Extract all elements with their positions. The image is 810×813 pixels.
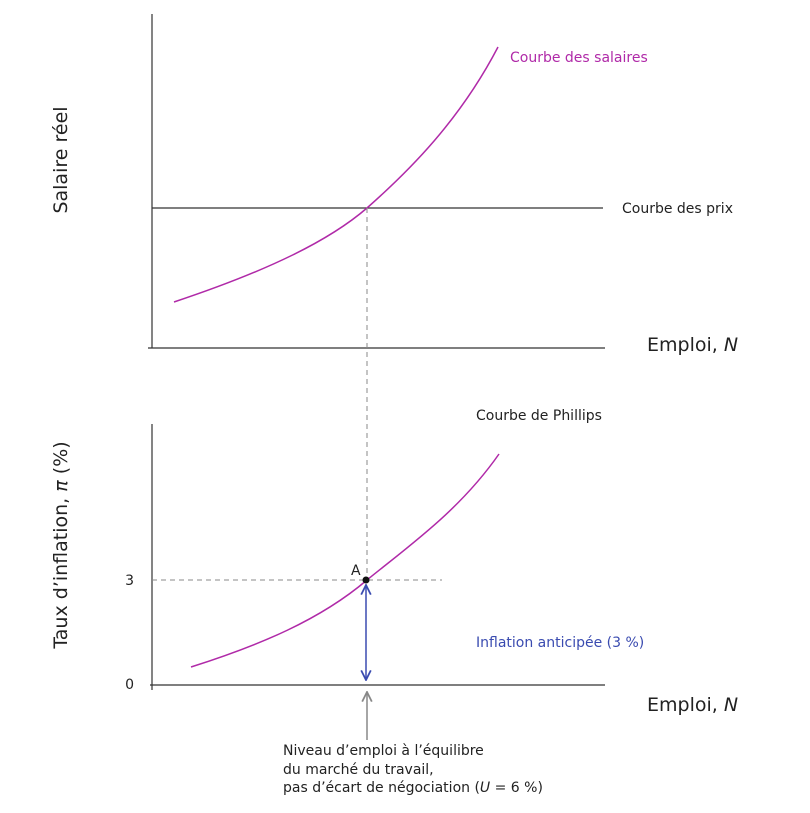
y-tick-label: 3 bbox=[125, 573, 134, 589]
label-text: Emploi, bbox=[647, 694, 718, 716]
top-panel: Courbe des salaires Courbe des prix Empl… bbox=[50, 14, 738, 356]
annotation-line: du marché du travail, bbox=[283, 762, 434, 778]
phillips-curve bbox=[190, 453, 500, 668]
wage-curve-label: Courbe des salaires bbox=[510, 50, 648, 66]
annotation-line: Niveau d’emploi à l’équilibre bbox=[283, 743, 484, 759]
x-axis-label: Emploi, N bbox=[647, 694, 738, 716]
expected-inflation-label: Inflation anticipée (3 %) bbox=[476, 635, 644, 651]
wage-curve bbox=[173, 46, 499, 303]
label-variable: N bbox=[724, 694, 738, 716]
point-a bbox=[362, 576, 370, 584]
annotation-text: pas d’écart de négociation ( bbox=[283, 780, 480, 796]
label-text: Emploi, bbox=[647, 334, 718, 356]
label-unit: (%) bbox=[50, 441, 72, 474]
label-variable: π bbox=[50, 480, 72, 492]
price-curve-label: Courbe des prix bbox=[622, 201, 733, 217]
x-axis-label: Emploi, N bbox=[647, 334, 738, 356]
y-axis-label: Salaire réel bbox=[50, 106, 72, 213]
annotation-line: pas d’écart de négociation (U = 6 %) bbox=[283, 780, 543, 796]
y-axis-label: Taux d’inflation, π (%) bbox=[50, 441, 72, 649]
label-variable: N bbox=[724, 334, 738, 356]
y-tick-label: 0 bbox=[125, 677, 134, 693]
label-text: Taux d’inflation, bbox=[50, 498, 72, 650]
point-label: A bbox=[351, 563, 361, 579]
phillips-curve-label: Courbe de Phillips bbox=[476, 408, 602, 424]
bottom-panel: 3 0 Courbe de Phillips A Inflation antic… bbox=[50, 408, 738, 796]
annotation-variable: U bbox=[480, 780, 490, 796]
annotation-text: = 6 %) bbox=[490, 780, 543, 796]
